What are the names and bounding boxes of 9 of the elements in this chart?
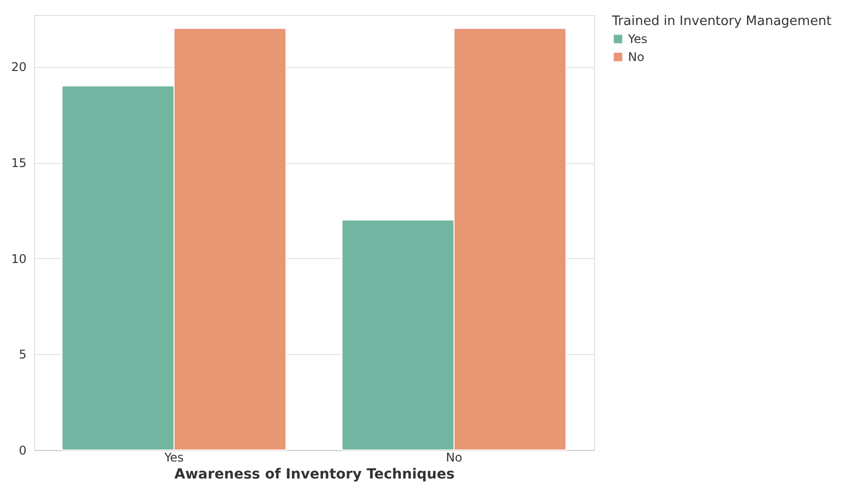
legend-label: Yes	[627, 32, 648, 46]
y-tick-label: 20	[11, 60, 26, 74]
x-axis-title: Awareness of Inventory Techniques	[174, 466, 455, 482]
y-tick-label: 10	[11, 252, 26, 266]
y-tick-label: 5	[18, 348, 26, 362]
legend-label: No	[628, 50, 644, 64]
y-tick-label: 15	[11, 156, 26, 170]
y-tick-label: 0	[18, 444, 26, 458]
legend-title: Trained in Inventory Management	[611, 14, 832, 29]
